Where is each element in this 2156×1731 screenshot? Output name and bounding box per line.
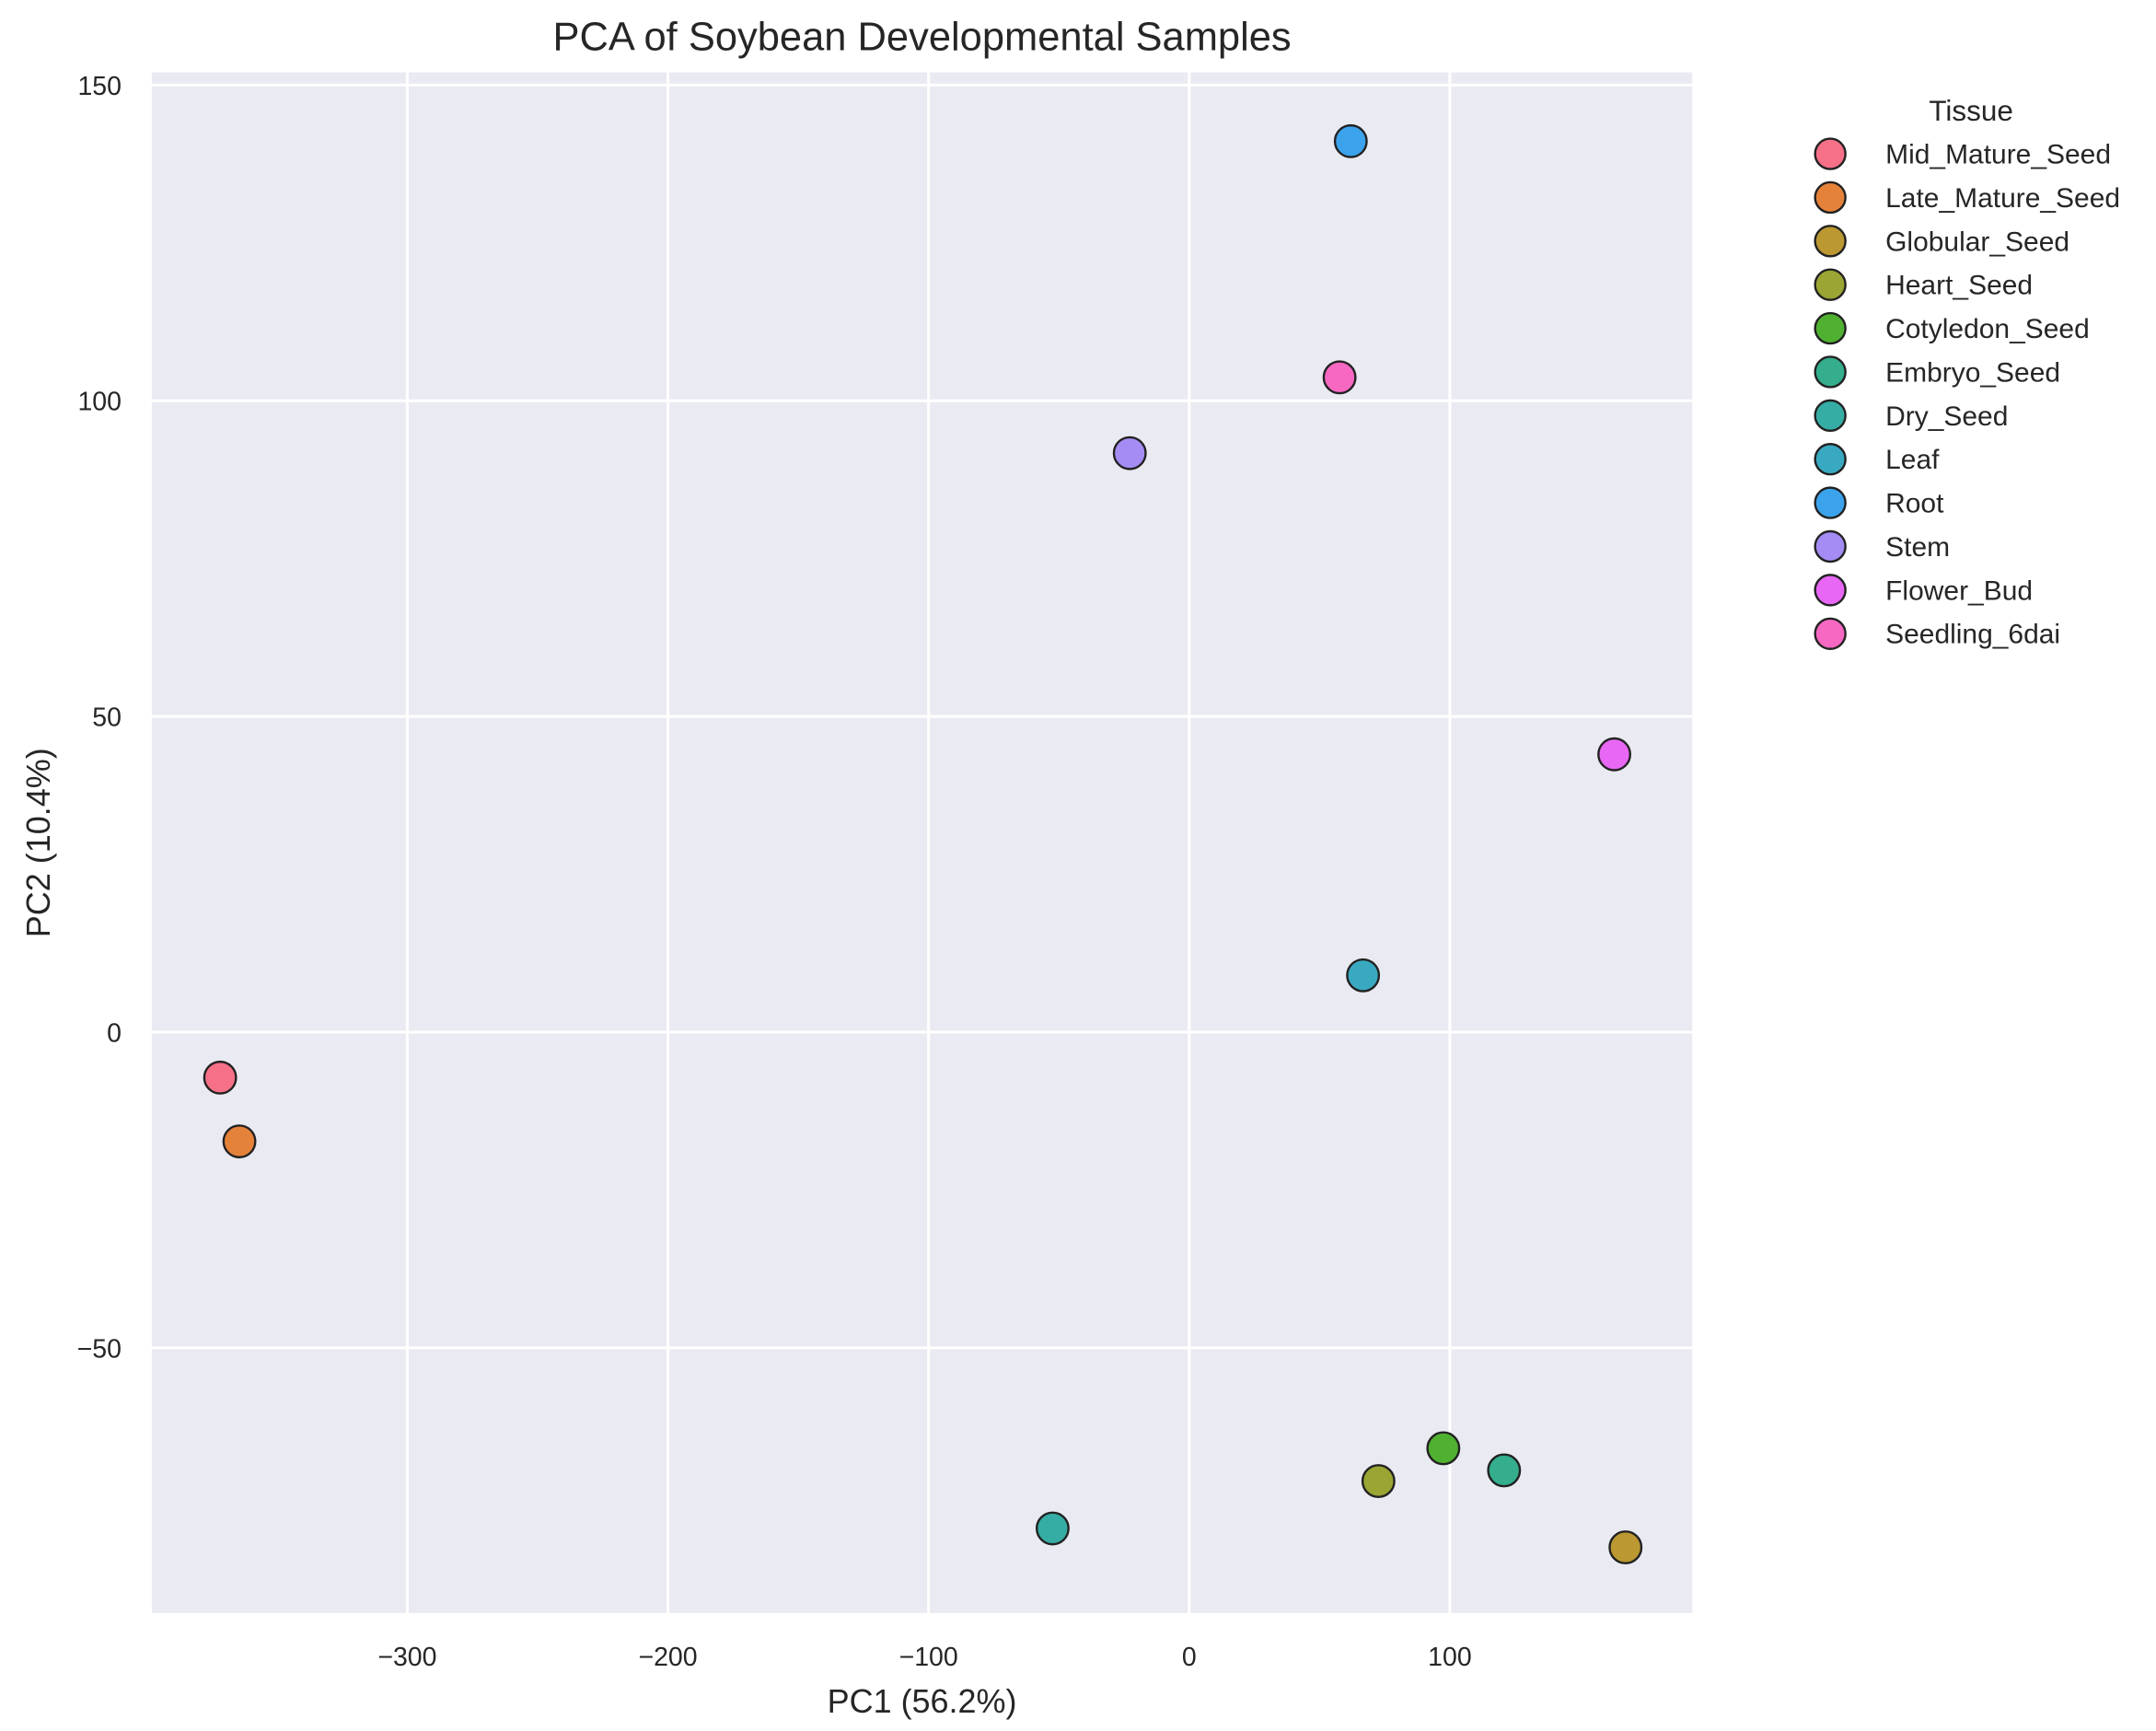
legend: Tissue Mid_Mature_Seed Late_Mature_Seed Gl… [1814, 95, 2120, 650]
legend-marker [1814, 311, 1847, 345]
x-tick-label: 100 [1428, 1643, 1472, 1672]
legend-marker [1814, 355, 1847, 389]
legend-marker [1814, 399, 1847, 433]
y-tick-label: 100 [77, 388, 122, 417]
x-tick-label: −300 [377, 1643, 436, 1672]
chart-title: PCA of Soybean Developmental Samples [552, 16, 1291, 60]
legend-marker [1814, 617, 1847, 650]
y-tick-label: −50 [77, 1334, 122, 1364]
legend-label: Flower_Bud [1885, 575, 2033, 606]
y-tick-label: 0 [107, 1018, 122, 1048]
legend-label: Late_Mature_Seed [1885, 183, 2120, 214]
point-root [1333, 123, 1368, 158]
x-tick-label: −100 [899, 1643, 958, 1672]
grid-lines [151, 72, 1693, 1613]
legend-label: Cotyledon_Seed [1885, 314, 2090, 344]
legend-marker [1814, 529, 1847, 563]
legend-label: Mid_Mature_Seed [1885, 140, 2111, 170]
legend-marker [1814, 137, 1847, 170]
legend-marker [1814, 486, 1847, 519]
point-heart-seed [1361, 1464, 1396, 1499]
legend-marker [1814, 225, 1847, 258]
point-seedling-6dai [1322, 360, 1357, 395]
legend-marker [1814, 180, 1847, 215]
point-leaf [1346, 958, 1381, 993]
legend-label: Embryo_Seed [1885, 357, 2060, 388]
legend-title: Tissue [1929, 95, 2013, 127]
y-tick-labels: −50 0 50 100 150 [77, 72, 122, 1365]
legend-label: Stem [1885, 532, 1950, 563]
point-cotyledon-seed [1426, 1431, 1461, 1466]
legend-marker [1814, 268, 1847, 301]
x-tick-label: −200 [638, 1643, 697, 1672]
legend-label: Seedling_6dai [1885, 620, 2060, 650]
y-tick-label: 150 [77, 72, 122, 101]
legend-label: Dry_Seed [1885, 401, 2008, 432]
legend-marker [1814, 443, 1847, 476]
legend-label: Globular_Seed [1885, 227, 2069, 257]
point-mid-mature-seed [203, 1060, 238, 1095]
legend-label: Leaf [1885, 445, 1940, 475]
y-tick-label: 50 [92, 703, 122, 733]
point-late-mature-seed [222, 1124, 257, 1159]
legend-marker [1814, 574, 1847, 607]
legend-label: Root [1885, 489, 1944, 519]
point-stem [1112, 436, 1147, 471]
point-dry-seed [1035, 1511, 1070, 1546]
x-tick-label: 0 [1182, 1643, 1197, 1672]
point-globular-seed [1608, 1530, 1643, 1565]
x-tick-labels: −300 −200 −100 0 100 [377, 1643, 1471, 1672]
legend-label: Heart_Seed [1885, 271, 2033, 301]
plot-area [151, 72, 1693, 1613]
point-embryo-seed [1487, 1453, 1522, 1488]
point-flower-bud [1597, 737, 1632, 772]
y-axis-label: PC2 (10.4%) [19, 748, 57, 937]
data-points [203, 123, 1643, 1565]
x-axis-label: PC1 (56.2%) [828, 1682, 1017, 1720]
